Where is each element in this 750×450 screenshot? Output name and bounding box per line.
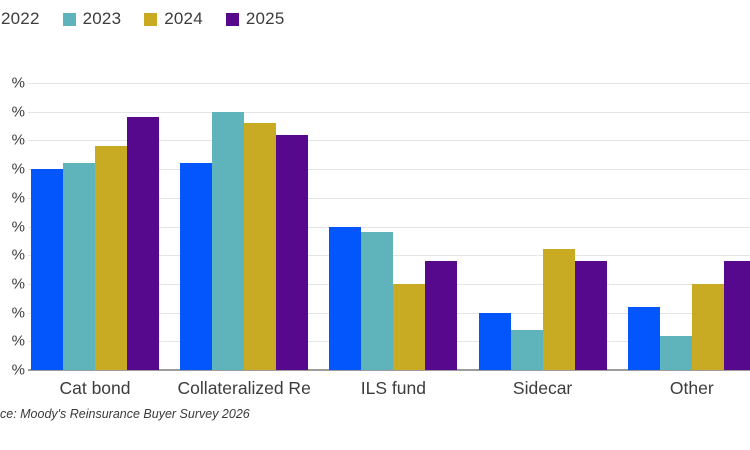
bar-sidecar-2022 bbox=[479, 312, 511, 370]
bar-cat-bond-2024 bbox=[95, 146, 127, 370]
legend-item-2023: 2023 bbox=[62, 9, 122, 29]
legend-item-2024: 2024 bbox=[144, 9, 203, 29]
bar-collateralized-re-2022 bbox=[180, 163, 212, 370]
bar-sidecar-2023 bbox=[511, 329, 543, 370]
bar-cat-bond-2022 bbox=[31, 169, 63, 370]
category-label: ILS fund bbox=[360, 378, 426, 398]
y-tick-label: % bbox=[11, 103, 25, 121]
legend-label: 2022 bbox=[1, 9, 40, 28]
legend: 2022 2023 2024 2025 bbox=[0, 9, 285, 29]
y-tick-label: % bbox=[11, 275, 25, 293]
legend-swatch-icon bbox=[225, 12, 239, 26]
y-tick-label: % bbox=[11, 160, 25, 178]
y-tick-label: % bbox=[11, 189, 25, 207]
source-note: ce: Moody's Reinsurance Buyer Survey 202… bbox=[0, 407, 250, 421]
bar-sidecar-2024 bbox=[543, 249, 575, 370]
category-label: Collateralized Re bbox=[177, 378, 311, 398]
gridline bbox=[28, 83, 750, 84]
category-label: Other bbox=[669, 378, 714, 398]
bar-ils-fund-2023 bbox=[361, 232, 393, 370]
bar-other-2024 bbox=[692, 283, 724, 370]
bar-ils-fund-2022 bbox=[329, 226, 361, 370]
bar-collateralized-re-2025 bbox=[276, 134, 308, 370]
gridline bbox=[28, 111, 750, 113]
bar-other-2025 bbox=[724, 260, 750, 370]
category-label: Sidecar bbox=[512, 378, 573, 398]
bar-sidecar-2025 bbox=[575, 260, 607, 370]
bar-collateralized-re-2024 bbox=[244, 123, 276, 370]
gridline bbox=[28, 197, 750, 199]
y-tick-label: % bbox=[11, 131, 25, 149]
category-label: Cat bond bbox=[59, 378, 131, 398]
bar-ils-fund-2025 bbox=[425, 260, 457, 370]
legend-swatch-icon bbox=[144, 12, 158, 26]
legend-label: 2023 bbox=[82, 9, 122, 28]
y-tick-label: % bbox=[11, 304, 25, 322]
y-tick-label: % bbox=[11, 332, 25, 350]
y-tick-label: % bbox=[11, 74, 25, 92]
bar-cat-bond-2023 bbox=[63, 163, 95, 370]
bar-collateralized-re-2023 bbox=[212, 111, 244, 370]
legend-item-2022: 2022 bbox=[0, 9, 40, 29]
gridline bbox=[28, 140, 750, 142]
gridline bbox=[28, 226, 750, 228]
y-tick-label: % bbox=[11, 218, 25, 235]
legend-item-2025: 2025 bbox=[225, 9, 285, 29]
bar-other-2023 bbox=[660, 335, 692, 370]
y-tick-label: % bbox=[11, 361, 25, 379]
legend-swatch-icon bbox=[62, 12, 76, 26]
bar-ils-fund-2024 bbox=[393, 283, 425, 370]
bar-cat-bond-2025 bbox=[127, 117, 159, 370]
y-tick-label: % bbox=[11, 246, 25, 264]
bar-other-2022 bbox=[628, 306, 660, 370]
legend-label: 2024 bbox=[164, 9, 203, 28]
x-axis-line bbox=[28, 369, 750, 371]
legend-label: 2025 bbox=[245, 9, 285, 28]
gridline bbox=[28, 169, 750, 171]
